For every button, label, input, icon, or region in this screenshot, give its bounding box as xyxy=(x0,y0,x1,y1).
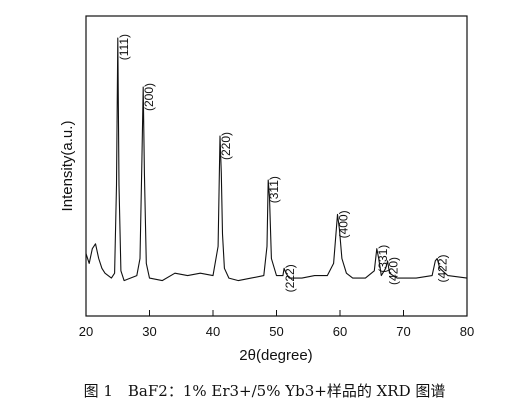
y-axis-label: Intensity(a.u.) xyxy=(59,121,76,212)
x-tick-label: 40 xyxy=(206,324,220,339)
peak-label: (420) xyxy=(387,257,401,285)
x-axis-label: 2θ(degree) xyxy=(239,347,312,364)
x-tick-label: 70 xyxy=(396,324,410,339)
xrd-pattern-line xyxy=(85,37,468,282)
peak-label: (400) xyxy=(336,210,350,238)
peak-label: (222) xyxy=(283,264,297,292)
x-tick-label: 80 xyxy=(460,324,474,339)
x-tick-label: 50 xyxy=(269,324,283,339)
plot-frame xyxy=(85,15,468,317)
peak-label: (111) xyxy=(117,34,131,60)
peak-label: (200) xyxy=(142,83,156,111)
x-tick-label: 60 xyxy=(333,324,347,339)
peak-label: (331) xyxy=(376,245,390,273)
x-axis-tick-labels: 20 30 40 50 60 70 80 xyxy=(79,324,474,339)
peak-label: (311) xyxy=(267,176,281,203)
xrd-chart: 20 30 40 50 60 70 80 (111) (200) (220) (311) (222)… xyxy=(59,15,474,364)
x-tick-label: 20 xyxy=(79,324,93,339)
x-tick-label: 30 xyxy=(142,324,156,339)
x-axis-ticks xyxy=(85,310,468,316)
peak-label: (220) xyxy=(219,132,233,160)
peak-labels: (111) (200) (220) (311) (222) (400) (331)(420)… xyxy=(117,34,450,292)
figure-caption: 图 1 BaF2：1% Er3+/5% Yb3+样品的 XRD 图谱 xyxy=(83,382,446,400)
peak-label: (422) xyxy=(436,254,450,282)
